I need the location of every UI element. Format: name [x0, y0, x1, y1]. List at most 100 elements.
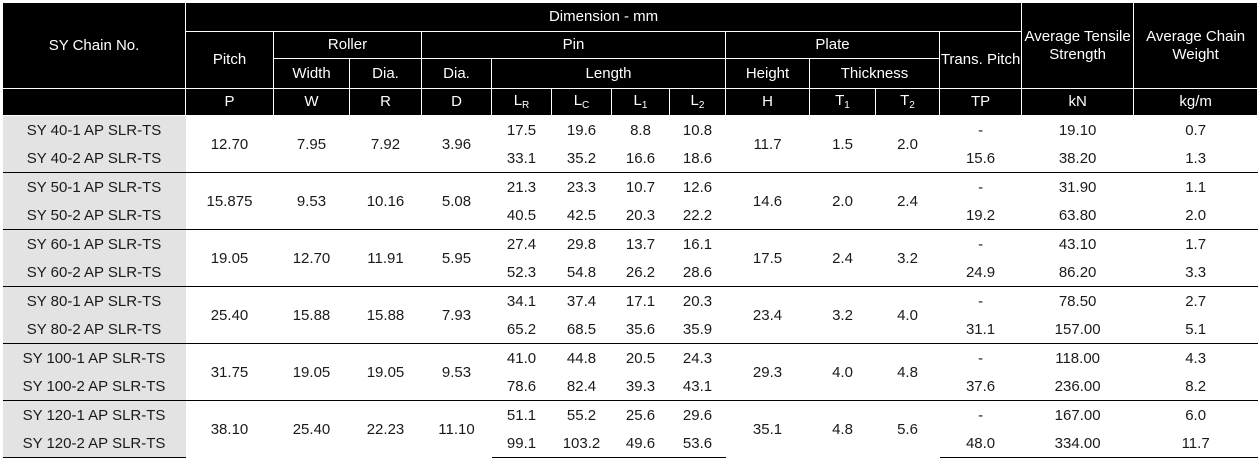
tensile-strength-cell: 19.10	[1021, 115, 1134, 144]
trans-pitch-cell: 48.0	[939, 429, 1022, 458]
roller-dia-cell: 15.88	[349, 286, 422, 344]
pin-length-l1-cell: 17.1	[611, 286, 670, 315]
header-weight: Average Chain Weight	[1133, 2, 1259, 89]
header-pin: Pin	[421, 31, 726, 59]
pitch-cell: 38.10	[185, 400, 274, 458]
pin-length-lc-cell: 68.5	[551, 315, 612, 344]
roller-dia-cell: 22.23	[349, 400, 422, 458]
tensile-strength-cell: 86.20	[1021, 258, 1134, 287]
pitch-cell: 31.75	[185, 343, 274, 401]
table-row: SY 80-2 AP SLR-TS 65.2 68.5 35.6 35.9 31.1 157…	[2, 315, 1258, 344]
pin-length-lc-cell: 29.8	[551, 229, 612, 258]
pin-length-l2-cell: 22.2	[669, 201, 726, 230]
header-chain-no: SY Chain No.	[2, 2, 186, 89]
pin-dia-cell: 3.96	[421, 115, 492, 173]
plate-height-cell: 35.1	[725, 400, 810, 458]
header-plate-height: Height	[725, 58, 810, 89]
roller-dia-cell: 10.16	[349, 172, 422, 230]
plate-height-cell: 14.6	[725, 172, 810, 230]
plate-thickness-t2-cell: 2.0	[875, 115, 940, 173]
symbol-l2-sub: 2	[698, 100, 705, 111]
pin-length-lc-cell: 54.8	[551, 258, 612, 287]
roller-width-cell: 9.53	[273, 172, 350, 230]
pitch-cell: 19.05	[185, 229, 274, 287]
chain-weight-cell: 1.3	[1133, 144, 1258, 173]
trans-pitch-cell: -	[939, 172, 1022, 201]
table-body: SY 40-1 AP SLR-TS 12.70 7.95 7.92 3.96 17.5 19…	[2, 115, 1258, 458]
header-symbol-l2: L2	[669, 88, 726, 116]
header-pin-dia: Dia.	[421, 58, 492, 89]
pin-dia-cell: 5.95	[421, 229, 492, 287]
plate-thickness-t1-cell: 2.0	[809, 172, 876, 230]
pin-length-l2-cell: 10.8	[669, 115, 726, 144]
pin-dia-cell: 11.10	[421, 400, 492, 458]
chain-weight-cell: 3.3	[1133, 258, 1258, 287]
pin-length-l1-cell: 25.6	[611, 400, 670, 429]
pin-length-l1-cell: 10.7	[611, 172, 670, 201]
tensile-strength-cell: 43.10	[1021, 229, 1134, 258]
plate-thickness-t2-cell: 5.6	[875, 400, 940, 458]
chain-weight-cell: 2.7	[1133, 286, 1258, 315]
pin-length-lc-cell: 42.5	[551, 201, 612, 230]
header-symbol-h: H	[725, 88, 810, 116]
tensile-strength-cell: 78.50	[1021, 286, 1134, 315]
table-row: SY 50-1 AP SLR-TS 15.875 9.53 10.16 5.08 21.3…	[2, 172, 1258, 230]
pin-length-l1-cell: 13.7	[611, 229, 670, 258]
chain-number-cell: SY 40-1 AP SLR-TS	[2, 115, 186, 144]
chain-weight-cell: 8.2	[1133, 372, 1258, 401]
header-plate-thickness: Thickness	[809, 58, 940, 89]
table-row: SY 100-1 AP SLR-TS 31.75 19.05 19.05 9.53 41.…	[2, 343, 1258, 401]
pin-length-lr-cell: 78.6	[491, 372, 552, 401]
chain-number-cell: SY 100-2 AP SLR-TS	[2, 372, 186, 401]
tensile-strength-cell: 38.20	[1021, 144, 1134, 173]
plate-thickness-t1-cell: 4.8	[809, 400, 876, 458]
trans-pitch-cell: 37.6	[939, 372, 1022, 401]
pin-length-lc-cell: 82.4	[551, 372, 612, 401]
pin-length-lr-cell: 40.5	[491, 201, 552, 230]
header-trans-pitch: Trans. Pitch	[938, 31, 1023, 89]
table-row: SY 100-2 AP SLR-TS 78.6 82.4 39.3 43.1 37.6 23…	[2, 372, 1258, 401]
symbol-t1-main: T	[835, 92, 845, 109]
table-row: SY 120-2 AP SLR-TS 99.1 103.2 49.6 53.6 48.0 3…	[2, 429, 1258, 458]
plate-thickness-t2-cell: 4.8	[875, 343, 940, 401]
tensile-strength-cell: 167.00	[1021, 400, 1134, 429]
pin-length-l2-cell: 20.3	[669, 286, 726, 315]
pin-length-lr-cell: 52.3	[491, 258, 552, 287]
roller-width-cell: 25.40	[273, 400, 350, 458]
chain-weight-cell: 11.7	[1133, 429, 1258, 458]
pin-length-l1-cell: 49.6	[611, 429, 670, 458]
trans-pitch-cell: -	[939, 343, 1022, 372]
header-pin-length: Length	[491, 58, 726, 89]
pin-length-lc-cell: 44.8	[551, 343, 612, 372]
header-symbol-d: D	[421, 88, 492, 116]
table-row: SY 80-1 AP SLR-TS 25.40 15.88 15.88 7.93 34.1…	[2, 286, 1258, 344]
tensile-strength-cell: 118.00	[1021, 343, 1134, 372]
header-roller-dia: Dia.	[349, 58, 422, 89]
tensile-strength-cell: 236.00	[1021, 372, 1134, 401]
tensile-strength-cell: 334.00	[1021, 429, 1134, 458]
trans-pitch-cell: 19.2	[939, 201, 1022, 230]
chain-weight-cell: 5.1	[1133, 315, 1258, 344]
table-row: SY 40-2 AP SLR-TS 33.1 35.2 16.6 18.6 15.6 38.…	[2, 144, 1258, 173]
pin-length-lr-cell: 21.3	[491, 172, 552, 201]
symbol-lc-sub: C	[582, 100, 590, 111]
symbol-t2-sub: 2	[909, 100, 915, 111]
pin-length-l1-cell: 35.6	[611, 315, 670, 344]
chain-weight-cell: 4.3	[1133, 343, 1258, 372]
pin-length-lr-cell: 33.1	[491, 144, 552, 173]
header-symbol-lc: LC	[551, 88, 612, 116]
pin-length-l2-cell: 16.1	[669, 229, 726, 258]
roller-width-cell: 19.05	[273, 343, 350, 401]
pin-dia-cell: 7.93	[421, 286, 492, 344]
pitch-cell: 12.70	[185, 115, 274, 173]
pin-length-lc-cell: 37.4	[551, 286, 612, 315]
header-symbol-lr: LR	[491, 88, 552, 116]
table-header: SY Chain No. Dimension - mm Average Tens…	[2, 2, 1259, 116]
header-roller: Roller	[273, 31, 422, 59]
header-pitch: Pitch	[185, 31, 274, 89]
pin-length-l1-cell: 20.5	[611, 343, 670, 372]
symbol-l2-main: L	[690, 92, 699, 109]
pin-length-lr-cell: 99.1	[491, 429, 552, 458]
trans-pitch-cell: 15.6	[939, 144, 1022, 173]
plate-thickness-t1-cell: 3.2	[809, 286, 876, 344]
